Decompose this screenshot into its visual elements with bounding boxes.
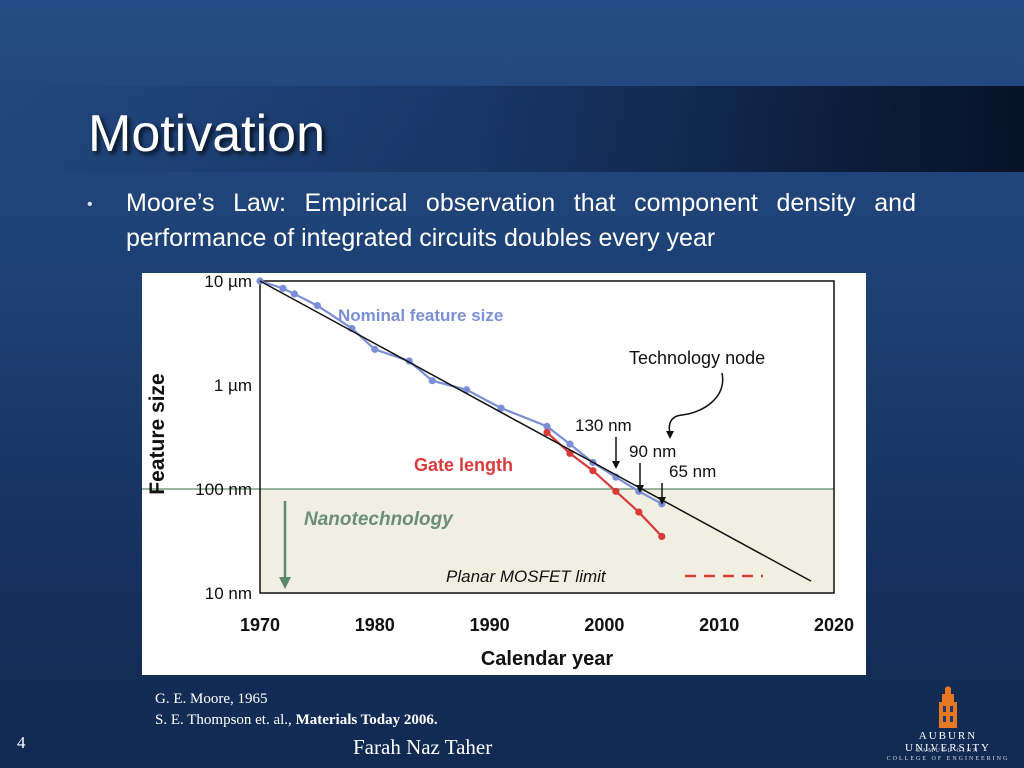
data-point-gate-length xyxy=(589,467,597,475)
label-nominal-feature-size: Nominal feature size xyxy=(338,306,503,325)
page-number: 4 xyxy=(17,733,26,752)
x-tick-label: 2000 xyxy=(584,615,624,635)
series-line-gate-length xyxy=(546,431,663,538)
label-technology-node: Technology node xyxy=(629,348,765,368)
label-nanotechnology: Nanotechnology xyxy=(304,509,454,530)
arrow-65nm-head xyxy=(658,497,666,505)
reference-thompson-authors: S. E. Thompson et. al., xyxy=(155,712,296,728)
x-tick-label: 2010 xyxy=(699,615,739,635)
nanotech-down-arrow-head xyxy=(279,577,291,589)
label-65nm: 65 nm xyxy=(669,462,716,481)
data-point-nominal-feature-size xyxy=(279,284,287,292)
tower-icon xyxy=(939,686,957,728)
label-gate-length: Gate length xyxy=(414,455,513,475)
data-point-gate-length xyxy=(635,508,643,516)
series-line-nominal-feature-size xyxy=(259,279,663,505)
logo-line1: SAMUEL GINN xyxy=(916,748,980,754)
data-point-gate-length xyxy=(658,532,666,541)
reference-thompson: S. E. Thompson et. al., Materials Today … xyxy=(155,710,438,731)
data-point-nominal-feature-size xyxy=(290,290,299,298)
y-tick-label: 1 µm xyxy=(214,376,252,395)
references: G. E. Moore, 1965 S. E. Thompson et. al.… xyxy=(155,689,438,731)
data-point-nominal-feature-size xyxy=(313,302,321,310)
data-point-nominal-feature-size xyxy=(463,386,471,394)
reference-thompson-journal: Materials Today 2006. xyxy=(295,712,438,728)
series-line-trend xyxy=(259,280,812,582)
x-tick-label: 2020 xyxy=(814,615,854,635)
author-name: Farah Naz Taher xyxy=(353,735,493,759)
data-point-nominal-feature-size xyxy=(371,345,379,353)
title-band xyxy=(0,86,1024,172)
label-planar-mosfet-limit: Planar MOSFET limit xyxy=(446,567,607,586)
data-point-nominal-feature-size xyxy=(543,422,551,430)
x-axis-label: Calendar year xyxy=(481,648,614,670)
x-tick-label: 1990 xyxy=(470,615,510,635)
auburn-logo: AUBURN UNIVERSITY SAMUEL GINN COLLEGE OF… xyxy=(876,686,1020,766)
chart-svg: 10 µm 1 µm 100 nm 10 nm 1970 1980 1990 2000 201… xyxy=(142,272,854,670)
logo-university: AUBURN UNIVERSITY xyxy=(905,730,991,754)
y-axis-label: Feature size xyxy=(146,373,169,494)
logo-line2: COLLEGE OF ENGINEERING xyxy=(886,756,1010,762)
feature-size-chart: 10 µm 1 µm 100 nm 10 nm 1970 1980 1990 2000 201… xyxy=(142,272,866,675)
technology-node-arrow xyxy=(668,372,724,434)
label-90nm: 90 nm xyxy=(629,442,676,461)
y-tick-label: 10 nm xyxy=(205,584,252,603)
data-point-gate-length xyxy=(543,428,551,437)
arrow-90nm-head xyxy=(636,485,644,493)
bullet-dot-icon: • xyxy=(87,196,93,213)
data-point-gate-length xyxy=(612,487,620,495)
x-tick-label: 1980 xyxy=(355,615,395,635)
label-130nm: 130 nm xyxy=(575,416,632,435)
x-tick-label: 1970 xyxy=(240,615,280,635)
y-tick-label: 100 nm xyxy=(195,480,252,499)
data-point-nominal-feature-size xyxy=(566,440,574,448)
technology-node-arrow-head xyxy=(666,431,674,439)
reference-moore: G. E. Moore, 1965 xyxy=(155,691,268,707)
plot-frame xyxy=(259,280,835,594)
bullet-text: Moore’s Law: Empirical observation that … xyxy=(126,189,916,252)
data-point-nominal-feature-size xyxy=(428,377,436,385)
data-point-nominal-feature-size xyxy=(497,404,505,412)
arrow-130nm-head xyxy=(612,461,620,469)
y-tick-label: 10 µm xyxy=(204,273,252,291)
slide-title: Motivation xyxy=(88,105,325,163)
